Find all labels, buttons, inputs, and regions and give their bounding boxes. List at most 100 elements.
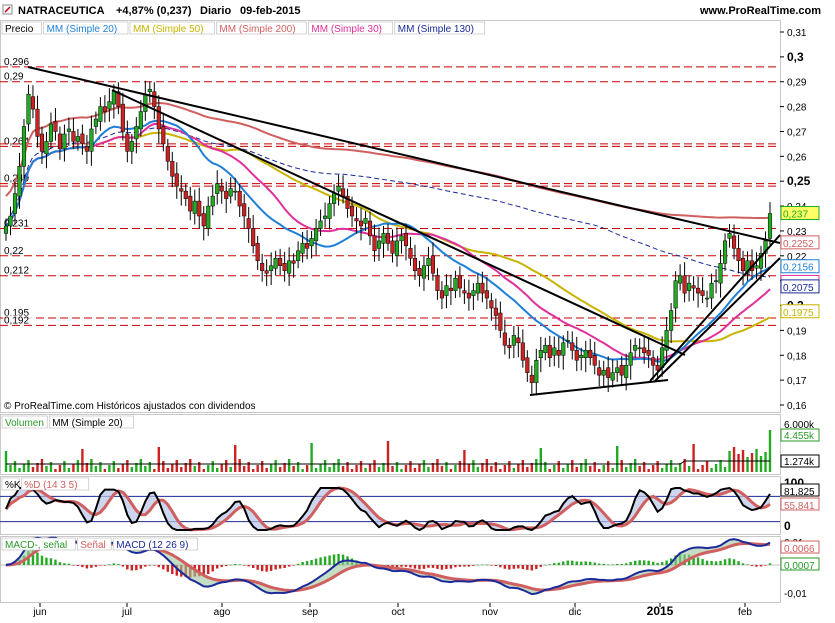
candle-body: [111, 91, 116, 105]
macd-histogram-bar: [719, 560, 722, 565]
candle-body: [255, 243, 260, 262]
candle-body: [669, 310, 674, 331]
candle-body: [381, 233, 386, 244]
candle-body: [511, 335, 516, 346]
macd-histogram-bar: [553, 563, 556, 565]
sma130-line: [5, 127, 771, 278]
macd-histogram-bar: [76, 565, 80, 566]
volume-bar: [696, 469, 700, 472]
candle-body: [475, 282, 480, 294]
candle-body: [624, 364, 629, 378]
volume-bar: [386, 441, 390, 472]
macd-histogram-bar: [238, 564, 241, 565]
volume-bar: [436, 459, 439, 472]
stoch-badge: [780, 483, 820, 497]
candle-body: [556, 350, 561, 356]
volume-bar: [184, 463, 187, 472]
candle-body: [170, 161, 175, 177]
candle-body: [502, 332, 507, 346]
candle-body: [206, 205, 211, 229]
last-value-badge: [780, 206, 820, 221]
candle-body: [3, 225, 9, 234]
macd-histogram-bar: [530, 565, 534, 571]
volume-bar: [337, 459, 340, 472]
macd-histogram-bar: [247, 565, 250, 567]
macd-histogram-bar: [692, 555, 695, 565]
candle-body: [309, 238, 314, 247]
macd-histogram-bar: [58, 562, 62, 565]
volume-bar: [521, 460, 525, 472]
candle-body: [107, 101, 112, 110]
candle-body: [233, 190, 238, 193]
level-label-bg: [3, 136, 33, 146]
candle-body: [579, 355, 584, 359]
volume-bar: [319, 464, 322, 472]
ticker-name: NATRACEUTICA: [18, 5, 105, 17]
level-label: 0,231: [4, 218, 29, 229]
volume-bar: [571, 460, 574, 472]
macd-histogram-bar: [220, 565, 223, 567]
volume-bar: [705, 461, 709, 472]
candle-body: [75, 136, 80, 142]
candle-body: [651, 357, 656, 366]
volume-bar: [683, 459, 686, 472]
volume-bar: [22, 464, 26, 472]
candle-body: [453, 277, 458, 291]
candle-body: [314, 228, 319, 242]
volume-bar: [373, 460, 376, 472]
macd-histogram-bar: [85, 565, 89, 569]
trend-line: [654, 257, 781, 382]
price-tick-label: 0,22: [787, 252, 807, 263]
volume-badge: [780, 428, 820, 442]
volume-bar: [99, 462, 102, 472]
candle-body: [480, 282, 485, 294]
candle-body: [723, 240, 728, 264]
candle-body: [601, 369, 606, 376]
volume-bar: [157, 447, 160, 472]
candle-body: [156, 106, 161, 130]
candle-body: [498, 312, 503, 331]
candle-body: [48, 123, 53, 142]
macd-histogram-bar: [260, 565, 264, 572]
macd-histogram-bar: [202, 565, 205, 577]
volume-bar: [251, 469, 255, 472]
volume-bar: [575, 467, 578, 472]
volume-bar: [301, 469, 304, 472]
volume-bar: [633, 459, 637, 472]
macd-histogram-bar: [40, 555, 44, 565]
volume-bar: [211, 461, 214, 472]
last-value-badge: [780, 259, 820, 274]
macd-histogram-bar: [153, 565, 156, 566]
candle-body: [242, 203, 247, 217]
level-label: 0,192: [4, 315, 29, 326]
volume-bar: [193, 466, 196, 472]
volume-bar: [737, 454, 740, 472]
volume-bar: [72, 464, 75, 472]
macd-histogram-bar: [162, 565, 165, 570]
candle-body: [372, 235, 377, 252]
macd-histogram-bar: [148, 565, 152, 566]
volume-bar: [9, 465, 12, 472]
level-label: 0,22: [4, 246, 24, 257]
volume-bar: [49, 462, 53, 472]
macd-histogram-bar: [130, 565, 134, 571]
candle-body: [26, 93, 31, 125]
price-tick-label: 0,25: [787, 174, 811, 188]
macd-histogram-bar: [72, 565, 75, 566]
macd-histogram-bar: [665, 560, 668, 565]
stoch-badge: [780, 497, 820, 511]
volume-bar: [364, 468, 367, 472]
macd-histogram-bar: [103, 565, 107, 566]
macd-histogram-bar: [341, 554, 345, 565]
macd-histogram-bar: [535, 565, 538, 569]
macd-histogram-bar: [49, 558, 53, 565]
date-label: ago: [214, 607, 231, 618]
candle-body: [8, 215, 13, 227]
volume-bar: [4, 451, 8, 472]
header-bar: NATRACEUTICA +4,87% (0,237) Diario 09-fe…: [2, 4, 821, 17]
macd-histogram-bar: [305, 561, 309, 565]
volume-bar: [269, 464, 273, 472]
date-label: oct: [391, 607, 405, 618]
macd-histogram-bar: [620, 564, 623, 565]
